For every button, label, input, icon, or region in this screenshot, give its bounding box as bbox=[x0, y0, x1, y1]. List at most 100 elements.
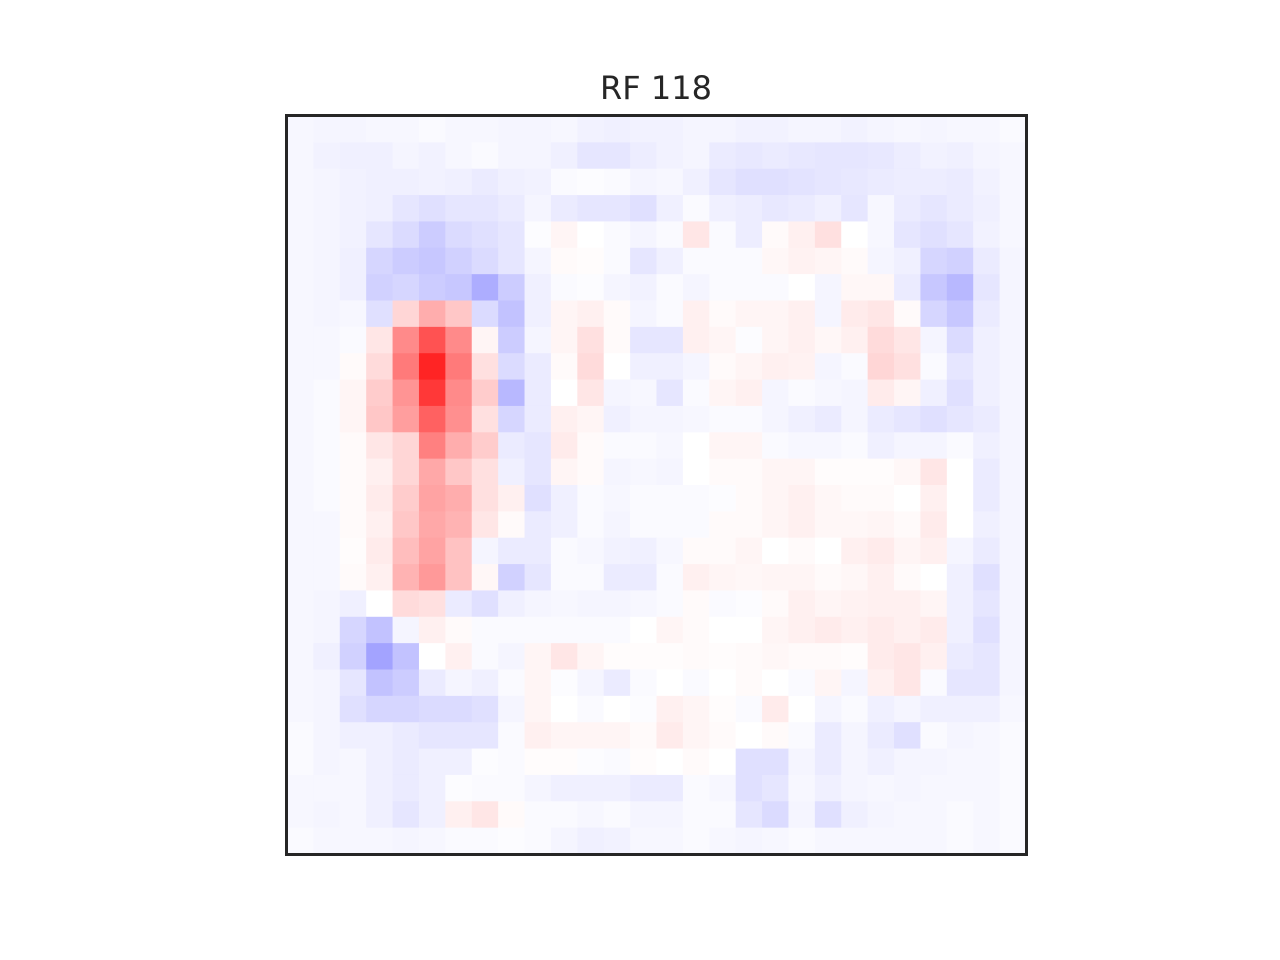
heatmap-cell bbox=[973, 274, 1001, 302]
heatmap-cell bbox=[709, 722, 737, 750]
heatmap-cell bbox=[894, 274, 922, 302]
heatmap-cell bbox=[524, 458, 552, 486]
heatmap-cell bbox=[313, 695, 341, 723]
heatmap-cell bbox=[603, 669, 631, 697]
heatmap-cell bbox=[287, 669, 314, 697]
heatmap-cell bbox=[946, 643, 974, 671]
heatmap-cell bbox=[630, 590, 658, 618]
heatmap-cell bbox=[339, 379, 367, 407]
heatmap-cell bbox=[418, 379, 446, 407]
heatmap-cell bbox=[630, 616, 658, 644]
heatmap-cell bbox=[287, 274, 314, 302]
heatmap-cell bbox=[603, 326, 631, 354]
heatmap-cell bbox=[577, 168, 605, 196]
heatmap-cell bbox=[498, 590, 526, 618]
heatmap-cell bbox=[841, 537, 869, 565]
heatmap-cell bbox=[788, 722, 816, 750]
heatmap-cell bbox=[682, 142, 710, 170]
heatmap-cell bbox=[366, 643, 394, 671]
heatmap-cell bbox=[867, 616, 895, 644]
heatmap-cell bbox=[920, 485, 948, 512]
heatmap-cell bbox=[366, 379, 394, 407]
heatmap-cell bbox=[392, 432, 420, 460]
heatmap-cell bbox=[498, 300, 526, 328]
heatmap-cell bbox=[498, 432, 526, 460]
heatmap-cell bbox=[920, 195, 948, 223]
heatmap-cell bbox=[999, 669, 1027, 697]
heatmap-cell bbox=[656, 590, 684, 618]
heatmap-cell bbox=[603, 616, 631, 644]
heatmap-cell bbox=[313, 274, 341, 302]
heatmap-cell bbox=[418, 326, 446, 354]
heatmap-cell bbox=[682, 379, 710, 407]
heatmap-cell bbox=[920, 695, 948, 723]
heatmap-cell bbox=[788, 274, 816, 302]
heatmap-cell bbox=[946, 695, 974, 723]
heatmap-cell bbox=[498, 405, 526, 433]
heatmap-cell bbox=[867, 827, 895, 855]
heatmap-cell bbox=[392, 564, 420, 592]
heatmap-cell bbox=[287, 432, 314, 460]
heatmap-cell bbox=[894, 247, 922, 275]
heatmap-cell bbox=[735, 353, 763, 381]
heatmap-cell bbox=[287, 458, 314, 486]
heatmap-cell bbox=[603, 432, 631, 460]
heatmap-cell bbox=[894, 511, 922, 539]
heatmap-cell bbox=[498, 511, 526, 539]
heatmap-cell bbox=[894, 405, 922, 433]
heatmap-cell bbox=[814, 247, 842, 275]
heatmap-cell bbox=[709, 827, 737, 855]
heatmap-cell bbox=[313, 616, 341, 644]
heatmap-cell bbox=[814, 379, 842, 407]
heatmap-cell bbox=[735, 247, 763, 275]
heatmap-cell bbox=[735, 116, 763, 143]
heatmap-cell bbox=[603, 722, 631, 750]
heatmap-cell bbox=[656, 643, 684, 671]
heatmap-cell bbox=[471, 590, 499, 618]
heatmap-cell bbox=[920, 801, 948, 829]
heatmap-cell bbox=[762, 300, 790, 328]
heatmap-cell bbox=[392, 353, 420, 381]
heatmap-cell bbox=[867, 247, 895, 275]
heatmap-cell bbox=[682, 511, 710, 539]
heatmap-cell bbox=[682, 827, 710, 855]
heatmap-cell bbox=[814, 300, 842, 328]
heatmap-cell bbox=[788, 379, 816, 407]
heatmap-cell bbox=[418, 458, 446, 486]
heatmap-cell bbox=[418, 801, 446, 829]
heatmap-cell bbox=[920, 564, 948, 592]
heatmap-cell bbox=[841, 432, 869, 460]
heatmap-cell bbox=[550, 616, 578, 644]
heatmap-cell bbox=[524, 168, 552, 196]
heatmap-cell bbox=[418, 669, 446, 697]
heatmap-cell bbox=[682, 801, 710, 829]
heatmap-cell bbox=[550, 590, 578, 618]
heatmap-cell bbox=[709, 669, 737, 697]
heatmap-cell bbox=[418, 116, 446, 143]
heatmap-cell bbox=[577, 801, 605, 829]
heatmap-cell bbox=[445, 300, 473, 328]
heatmap-cell bbox=[762, 247, 790, 275]
heatmap-cell bbox=[709, 774, 737, 802]
heatmap-cell bbox=[894, 564, 922, 592]
heatmap-cell bbox=[366, 353, 394, 381]
heatmap-cell bbox=[577, 748, 605, 776]
heatmap-cell bbox=[471, 405, 499, 433]
heatmap-cell bbox=[682, 537, 710, 565]
heatmap-cell bbox=[550, 432, 578, 460]
heatmap-cell bbox=[630, 247, 658, 275]
heatmap-cell bbox=[471, 537, 499, 565]
heatmap-cell bbox=[445, 774, 473, 802]
heatmap-cell bbox=[313, 537, 341, 565]
heatmap-cell bbox=[735, 827, 763, 855]
heatmap-cell bbox=[313, 405, 341, 433]
heatmap-cell bbox=[788, 801, 816, 829]
heatmap-cell bbox=[366, 827, 394, 855]
heatmap-cell bbox=[894, 695, 922, 723]
heatmap-cell bbox=[973, 405, 1001, 433]
heatmap-cell bbox=[814, 485, 842, 512]
heatmap-cell bbox=[946, 722, 974, 750]
heatmap-cell bbox=[762, 485, 790, 512]
heatmap-cell bbox=[630, 695, 658, 723]
heatmap-cell bbox=[814, 116, 842, 143]
